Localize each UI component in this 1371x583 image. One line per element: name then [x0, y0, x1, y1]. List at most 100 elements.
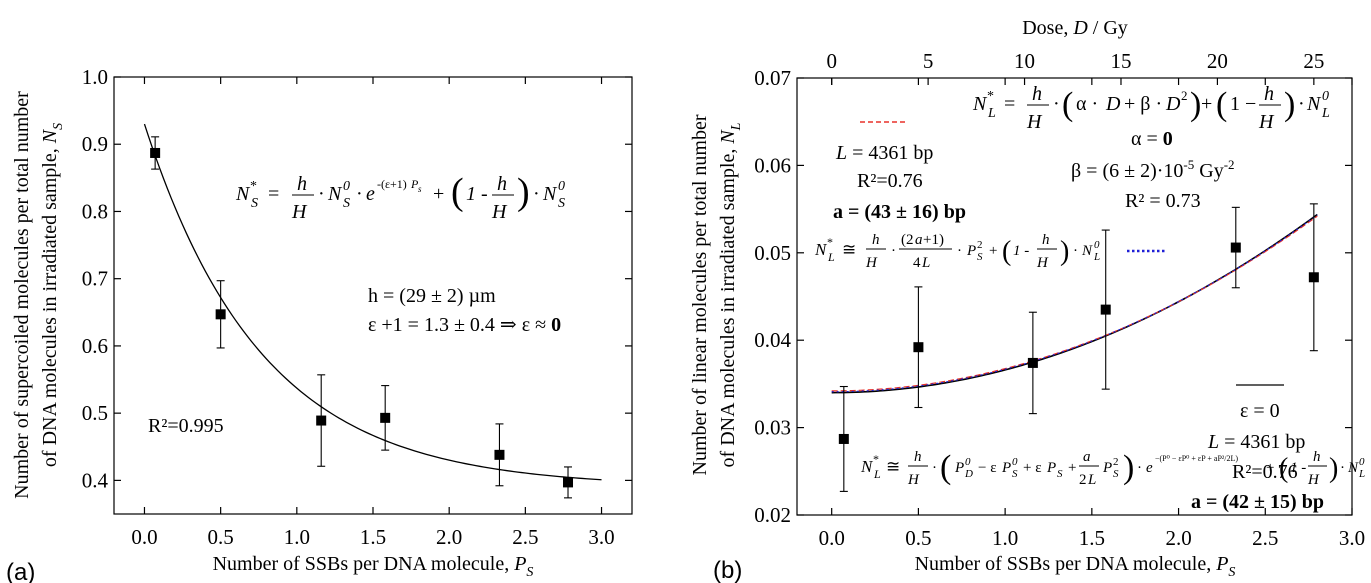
x-axis-a: 0.0 0.5 1.0 1.5 2.0 2.5 3.0: [131, 77, 615, 549]
panel-b: 0.0 0.5 1.0 1.5 2.0 2.5 3.0 0 5 10 15 20 25 0.020.0…: [689, 17, 1365, 583]
a-ytick-label: 1.0: [82, 65, 108, 89]
b-ytick-label: 0.03: [754, 416, 791, 440]
b-ytick-label: 0.07: [754, 66, 791, 90]
svg-text:2: 2: [1113, 456, 1119, 468]
svg-text:P: P: [954, 460, 964, 476]
annotation-beta: β = (6 ± 2)·10-5 Gy-2: [1071, 157, 1235, 182]
svg-text:h: h: [1313, 449, 1321, 465]
svg-text:*: *: [250, 179, 257, 194]
svg-text:e: e: [366, 183, 375, 205]
equation-b-bottom: N * L ≅ h H · ( P D 0 − ε P S 0 + ε P S …: [860, 449, 1365, 488]
y-axis-title-a-line2: of DNA molecules in irradiated sample, N…: [39, 123, 66, 467]
svg-text:h: h: [914, 449, 922, 465]
svg-text:): ): [1190, 86, 1201, 123]
svg-text:D: D: [964, 468, 973, 480]
b-xtick-label: 0.0: [819, 526, 845, 550]
svg-text:+ ε: + ε: [1023, 460, 1042, 476]
b-xtick-label: 2.0: [1165, 526, 1191, 550]
a-point: [215, 309, 226, 320]
y-axis-b: 0.02 0.03 0.04 0.05 0.06 0.07: [754, 66, 1352, 527]
svg-text:P: P: [966, 243, 976, 259]
annotation-r2-a: R²=0.995: [148, 415, 224, 437]
svg-text:(: (: [1216, 86, 1227, 123]
b-fit-curve-dash: [831, 215, 1318, 392]
svg-text:0: 0: [558, 179, 565, 194]
svg-text:H: H: [291, 201, 308, 223]
a-ytick-label: 0.7: [82, 267, 108, 291]
svg-text:h: h: [1032, 83, 1042, 105]
svg-text:*: *: [987, 89, 994, 104]
a-ytick-label: 0.6: [82, 334, 108, 358]
data-points-a: [150, 136, 574, 499]
svg-text:): ): [1123, 449, 1134, 486]
annotation-black-eps: ε = 0: [1240, 400, 1280, 422]
svg-text:·: ·: [356, 183, 363, 205]
svg-text:H: H: [1258, 111, 1275, 133]
b-top-tick-label: 20: [1207, 49, 1228, 73]
svg-text:·: ·: [1298, 93, 1305, 115]
svg-text:L: L: [1321, 106, 1330, 121]
equation-a: N * S = h H · N S 0 · e -(ε+1) P s + ( 1…: [235, 171, 565, 223]
svg-text:h: h: [297, 173, 307, 195]
annotation-red-a: a = (43 ± 16) bp: [833, 201, 966, 223]
svg-text:+ β ·: + β ·: [1124, 93, 1162, 115]
svg-text:H: H: [1036, 255, 1049, 271]
svg-text:+: +: [989, 243, 997, 259]
svg-text:N: N: [327, 183, 343, 205]
a-xtick-label: 0.5: [208, 525, 234, 549]
b-top-tick-label: 0: [826, 49, 837, 73]
svg-text:·: ·: [533, 183, 540, 205]
svg-text:H: H: [865, 255, 878, 271]
svg-text:0: 0: [1012, 456, 1018, 468]
svg-text:S: S: [1012, 468, 1018, 480]
svg-text:(: (: [1002, 236, 1011, 267]
a-xtick-label: 3.0: [588, 525, 614, 549]
svg-text:H: H: [1307, 472, 1320, 488]
svg-text:2: 2: [1079, 472, 1087, 488]
svg-text:+: +: [1068, 460, 1076, 476]
svg-text:S: S: [343, 196, 350, 211]
svg-text:h: h: [497, 173, 507, 195]
svg-text:P: P: [1001, 460, 1011, 476]
svg-text:S: S: [1113, 468, 1119, 480]
b-top-tick-label: 15: [1110, 49, 1131, 73]
svg-text:0: 0: [1094, 239, 1100, 251]
b-point: [838, 433, 849, 444]
svg-text:L: L: [921, 255, 930, 271]
b-ytick-label: 0.06: [754, 153, 791, 177]
svg-text:≅: ≅: [886, 457, 900, 476]
svg-text:L: L: [987, 106, 996, 121]
svg-text:(: (: [1062, 86, 1073, 123]
a-ytick-label: 0.5: [82, 401, 108, 425]
b-top-tick-label: 5: [923, 49, 934, 73]
svg-text:P: P: [410, 177, 419, 191]
a-point: [380, 412, 391, 423]
a-point: [316, 415, 327, 426]
svg-text:L: L: [1358, 468, 1365, 480]
svg-text:·: ·: [1340, 460, 1345, 476]
b-ytick-label: 0.02: [754, 503, 791, 527]
a-point: [150, 147, 161, 158]
y-axis-title-a-line1: Number of supercoiled molecules per tota…: [11, 91, 33, 499]
svg-text:N: N: [235, 183, 251, 205]
b-xtick-label: 3.0: [1339, 526, 1365, 550]
a-xtick-label: 2.0: [436, 525, 462, 549]
annotation-black-r2: R²=0.76: [1232, 461, 1298, 483]
svg-text:·: ·: [891, 243, 896, 259]
svg-text:P: P: [1102, 460, 1112, 476]
svg-text:*: *: [873, 452, 879, 466]
svg-text:=: =: [268, 183, 279, 205]
b-point: [913, 342, 924, 353]
svg-text:N: N: [1347, 460, 1359, 476]
x-axis-title-a: Number of SSBs per DNA molecule, PS: [213, 553, 534, 580]
svg-text:(: (: [940, 449, 951, 486]
svg-text:L: L: [1093, 251, 1100, 263]
svg-text:(: (: [1279, 453, 1288, 484]
fit-curves-b: [831, 213, 1318, 394]
panel-a: 0.0 0.5 1.0 1.5 2.0 2.5 3.0 0.4 0.5 0.6 0.7 0.8 0.9…: [6, 65, 633, 583]
svg-text:(: (: [451, 171, 464, 213]
svg-text:h: h: [1264, 83, 1274, 105]
b-xtick-label: 1.0: [992, 526, 1018, 550]
svg-text:≅: ≅: [842, 240, 856, 259]
svg-text:): ): [1329, 453, 1338, 484]
